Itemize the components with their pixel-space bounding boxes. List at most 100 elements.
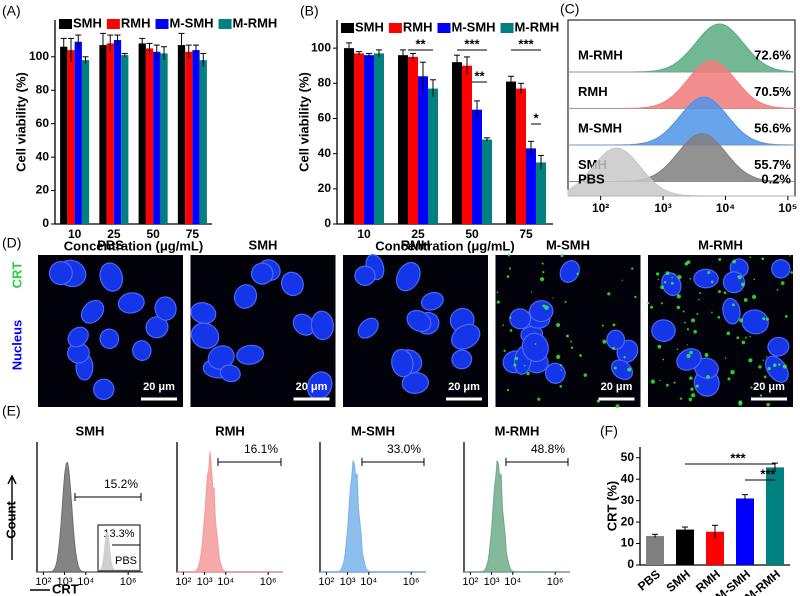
crt-spot [673, 381, 676, 384]
crt-spot [676, 305, 681, 310]
crt-spot [523, 364, 526, 367]
error-bar [682, 526, 688, 533]
histogram [320, 460, 426, 573]
crt-spot [689, 376, 693, 380]
nucleus [67, 326, 89, 348]
legend-label: M-RMH [515, 19, 560, 34]
crt-spot [657, 344, 662, 349]
bar [364, 55, 374, 225]
y-tick-label: 20 [318, 181, 332, 195]
crt-spot [711, 311, 713, 314]
series-name: M-RMH [578, 47, 623, 62]
x-tick-label: 10⁴ [504, 576, 521, 588]
crt-spot [602, 339, 607, 344]
crt-spot [759, 394, 763, 397]
y-tick-label: 10 [621, 536, 635, 550]
y-axis-label: CRT (%) [604, 481, 619, 532]
crt-spot [707, 270, 711, 275]
bar [185, 51, 193, 224]
legend-swatch [500, 23, 514, 33]
bar [736, 498, 754, 565]
error-bar [742, 494, 748, 503]
crt-spot [765, 356, 768, 358]
panel-label: (F) [600, 423, 618, 439]
nucleus [117, 292, 145, 314]
crt-spot [682, 310, 685, 313]
series-name: M-SMH [578, 120, 622, 135]
bar [99, 45, 107, 224]
crt-spot [541, 262, 544, 265]
x-tick-label: 10³ [484, 576, 500, 588]
image-title: RMH [401, 237, 431, 252]
bar [526, 148, 536, 224]
crt-spot [552, 297, 554, 299]
nucleus [99, 262, 124, 292]
sig-label: *** [760, 466, 776, 481]
crt-spot [673, 273, 675, 275]
y-tick-label: 0 [42, 216, 49, 230]
error-bar [400, 49, 407, 61]
legend-swatch [106, 19, 120, 29]
crt-spot [583, 373, 588, 377]
crt-spot [676, 348, 679, 351]
legend-swatch [437, 23, 451, 33]
x-tick-label: 10 [68, 227, 82, 241]
legend-swatch [388, 23, 402, 33]
crt-spot [753, 278, 756, 281]
crt-spot [537, 397, 541, 401]
error-bar [365, 52, 372, 57]
crt-spot [650, 305, 654, 309]
bar [676, 529, 694, 565]
bar [766, 467, 784, 565]
nucleus [741, 309, 769, 335]
crt-spot [766, 402, 770, 407]
crt-spot [723, 291, 727, 295]
y-axis-label: Cell viability (%) [296, 72, 311, 172]
histogram [464, 460, 570, 573]
nucleus [190, 322, 220, 349]
crt-spot [612, 346, 616, 350]
crt-spot [732, 259, 737, 264]
crt-spot [780, 281, 785, 285]
crt-spot [689, 350, 693, 355]
error-bar [139, 37, 146, 49]
bar [462, 65, 472, 224]
x-axis-label: Concentration (μg/mL) [64, 238, 203, 253]
crt-spot [670, 281, 674, 285]
crt-spot [704, 352, 709, 357]
nucleus [651, 319, 676, 342]
x-tick-label: 10² [462, 576, 478, 588]
crt-spot [506, 388, 510, 392]
nucleus [451, 349, 473, 370]
x-tick-label: 50 [146, 227, 160, 241]
crt-spot [514, 356, 519, 361]
crt-spot [710, 280, 714, 284]
y-tick-label: 40 [318, 146, 332, 160]
bar [427, 88, 438, 224]
sig-label: *** [464, 36, 480, 51]
nucleus [48, 261, 73, 286]
x-tick-label: SMH [664, 567, 693, 595]
error-bar [161, 46, 168, 61]
crt-spot [695, 384, 699, 388]
y-tick-label: 80 [318, 75, 332, 89]
error-bar [454, 54, 461, 70]
bar [160, 53, 168, 224]
gate [74, 493, 142, 501]
crt-spot [671, 276, 673, 279]
nucleus [190, 302, 217, 325]
legend-label: M-SMH [452, 19, 496, 34]
crt-spot [660, 302, 663, 305]
crt-spot [509, 316, 512, 319]
nucleus [420, 291, 444, 311]
crt-spot [762, 359, 765, 362]
nucleus [559, 260, 580, 283]
crt-spot [560, 253, 564, 258]
bar [516, 88, 526, 224]
x-tick-label: 75 [519, 227, 533, 241]
bar [177, 45, 186, 224]
crt-spot [566, 334, 569, 338]
bar [706, 531, 724, 565]
image-title: M-SMH [546, 237, 590, 252]
nucleus [676, 348, 702, 371]
